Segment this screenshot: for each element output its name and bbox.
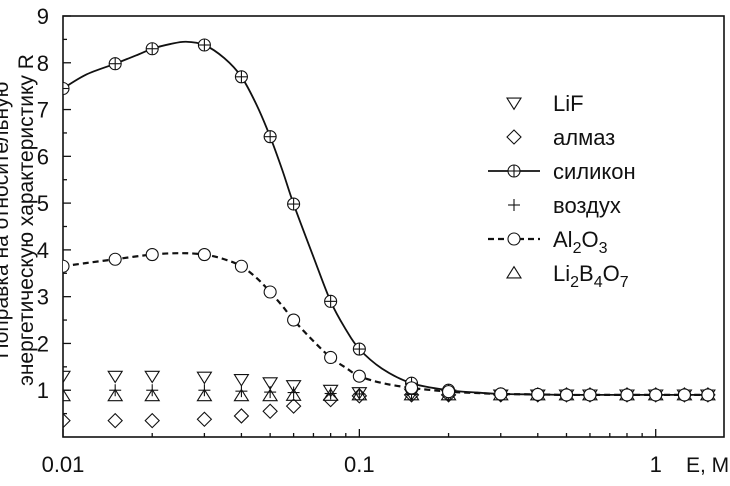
y-tick-label: 9 xyxy=(37,4,49,29)
data-point-Al2O3 xyxy=(494,387,508,401)
data-point-Li2B4O7 xyxy=(403,387,420,401)
data-point-Al2O3 xyxy=(701,388,715,402)
data-point-Al2O3 xyxy=(649,388,663,402)
y-tick-label: 7 xyxy=(37,98,49,123)
legend: LiF алмаз силикон воздух Al2O3 Li2B4O7 xyxy=(488,91,636,291)
data-point-Al2O3 xyxy=(63,259,70,273)
data-point-Al2O3 xyxy=(620,388,634,402)
data-point-Li2B4O7 xyxy=(196,388,213,402)
data-point-Li2B4O7 xyxy=(63,388,71,402)
legend-label-LiF: LiF xyxy=(553,91,584,116)
x-tick-label: 1 xyxy=(650,452,662,477)
legend-label-воздух: воздух xyxy=(553,193,621,218)
data-point-алмаз xyxy=(262,403,278,420)
data-point-алмаз xyxy=(63,412,71,429)
data-point-алмаз xyxy=(285,398,302,414)
y-tick-label: 8 xyxy=(37,51,49,76)
legend-label-силикон: силикон xyxy=(553,159,636,184)
data-point-LiF xyxy=(196,371,213,385)
x-tick-label: 0.1 xyxy=(344,452,375,477)
data-point-Li2B4O7 xyxy=(262,388,279,402)
y-axis-title-line: Поправка на относительную xyxy=(0,82,13,359)
y-axis-title-line: энергетическую характеристику R xyxy=(15,54,38,386)
data-point-Al2O3 xyxy=(352,369,366,383)
data-point-силикон xyxy=(324,294,338,308)
legend-label-Li2B4O7: Li2B4O7 xyxy=(553,261,629,291)
plot-area xyxy=(63,38,716,429)
data-point-LiF xyxy=(63,370,71,384)
data-point-Al2O3 xyxy=(324,350,338,365)
legend-label-Al2O3: Al2O3 xyxy=(553,227,608,257)
data-point-LiF xyxy=(107,370,124,384)
data-point-алмаз xyxy=(144,412,160,429)
data-point-Al2O3 xyxy=(404,381,419,395)
data-point-алмаз xyxy=(403,387,420,403)
legend-marker-алмаз xyxy=(506,129,522,145)
data-point-силикон xyxy=(352,342,366,356)
data-point-Al2O3 xyxy=(108,252,122,266)
series-line-силикон xyxy=(63,40,708,396)
data-point-Al2O3 xyxy=(287,313,301,327)
data-point-Li2B4O7 xyxy=(351,387,368,401)
data-point-Al2O3 xyxy=(197,248,211,262)
legend-marker-LiF xyxy=(506,97,522,111)
legend-marker-Al2O3 xyxy=(507,232,521,246)
data-point-силикон xyxy=(145,42,159,56)
y-tick-label: 3 xyxy=(37,285,49,310)
data-point-Al2O3 xyxy=(531,387,545,401)
data-point-силикон xyxy=(197,38,211,52)
data-point-Al2O3 xyxy=(442,385,456,399)
data-point-LiF xyxy=(322,384,339,398)
data-point-воздух xyxy=(264,386,277,399)
y-axis-title: Поправка на относительнуюэнергетическую … xyxy=(0,54,38,386)
data-point-LiF xyxy=(144,370,161,384)
legend-marker-Li2B4O7 xyxy=(506,265,522,279)
y-tick-label: 6 xyxy=(37,144,49,169)
x-axis-title: E, МэВ xyxy=(686,454,730,477)
x-tick-label: 0.01 xyxy=(42,452,85,477)
plot-frame xyxy=(62,15,725,438)
data-point-алмаз xyxy=(233,408,250,424)
data-point-Li2B4O7 xyxy=(144,388,161,402)
data-point-Al2O3 xyxy=(583,388,597,402)
legend-label-алмаз: алмаз xyxy=(553,125,615,150)
data-point-Li2B4O7 xyxy=(322,388,339,401)
data-point-силикон xyxy=(108,57,122,71)
data-point-Li2B4O7 xyxy=(285,388,302,401)
y-tick-label: 1 xyxy=(37,378,49,403)
y-tick-label: 2 xyxy=(37,331,49,356)
data-point-силикон xyxy=(263,130,277,144)
data-point-силикон xyxy=(234,70,248,84)
data-point-Al2O3 xyxy=(263,285,277,299)
data-point-Al2O3 xyxy=(234,259,248,273)
data-point-Al2O3 xyxy=(677,388,691,402)
data-point-Al2O3 xyxy=(559,388,574,402)
data-point-Li2B4O7 xyxy=(233,388,250,402)
y-tick-label: 4 xyxy=(37,238,49,263)
legend-marker-силикон xyxy=(507,164,521,178)
data-point-алмаз xyxy=(107,412,123,429)
data-point-LiF xyxy=(262,377,279,391)
data-point-силикон xyxy=(63,81,70,96)
y-tick-label: 5 xyxy=(37,191,49,216)
data-point-LiF xyxy=(233,374,250,387)
data-point-Al2O3 xyxy=(145,248,159,262)
legend-marker-воздух xyxy=(508,199,520,211)
data-point-LiF xyxy=(285,380,302,393)
data-point-воздух xyxy=(235,385,248,398)
data-point-Li2B4O7 xyxy=(107,388,124,402)
data-point-воздух xyxy=(63,384,69,397)
data-point-алмаз xyxy=(196,411,213,428)
data-point-силикон xyxy=(287,197,301,211)
